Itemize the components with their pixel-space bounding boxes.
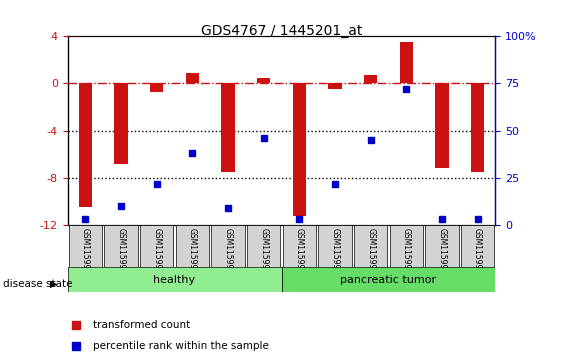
Text: ▶: ▶ [50, 279, 57, 289]
Bar [283, 225, 316, 267]
Bar [364, 75, 377, 83]
Bar [425, 225, 459, 267]
Text: healthy: healthy [154, 274, 195, 285]
Text: GSM1159936: GSM1159936 [81, 228, 90, 280]
Text: pancreatic tumor: pancreatic tumor [341, 274, 436, 285]
Text: GSM1159945: GSM1159945 [402, 228, 411, 280]
Bar [114, 83, 128, 164]
Bar [150, 83, 163, 92]
Bar [257, 78, 270, 83]
Text: disease state: disease state [3, 279, 72, 289]
Text: GSM1159941: GSM1159941 [259, 228, 268, 280]
Bar [400, 42, 413, 83]
Bar [140, 225, 173, 267]
Bar [328, 83, 342, 89]
Bar [293, 83, 306, 216]
Text: percentile rank within the sample: percentile rank within the sample [93, 341, 269, 351]
Text: GSM1159943: GSM1159943 [330, 228, 339, 280]
Bar [68, 267, 282, 292]
Bar [186, 73, 199, 83]
Text: GSM1159946: GSM1159946 [437, 228, 446, 280]
Text: GDS4767 / 1445201_at: GDS4767 / 1445201_at [201, 24, 362, 38]
Bar [471, 83, 484, 172]
Bar [318, 225, 352, 267]
Text: transformed count: transformed count [93, 321, 190, 330]
Text: GSM1159940: GSM1159940 [224, 228, 233, 280]
Bar [221, 83, 235, 172]
Bar [176, 225, 209, 267]
Bar [69, 225, 102, 267]
Bar [104, 225, 138, 267]
Bar [211, 225, 245, 267]
Text: GSM1159947: GSM1159947 [473, 228, 482, 280]
Text: GSM1159939: GSM1159939 [188, 228, 197, 280]
Bar [435, 83, 449, 168]
Bar [282, 267, 495, 292]
Bar [390, 225, 423, 267]
Text: GSM1159937: GSM1159937 [117, 228, 126, 280]
Bar [461, 225, 494, 267]
Bar [247, 225, 280, 267]
Text: GSM1159938: GSM1159938 [152, 228, 161, 280]
Bar [79, 83, 92, 207]
Bar [354, 225, 387, 267]
Text: GSM1159944: GSM1159944 [366, 228, 375, 280]
Text: GSM1159942: GSM1159942 [295, 228, 304, 280]
